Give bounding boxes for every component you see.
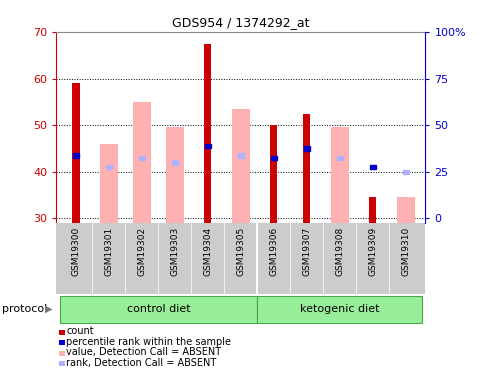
Bar [100, 144, 118, 223]
Text: GSM19301: GSM19301 [104, 226, 113, 276]
Bar [303, 114, 310, 223]
Bar [204, 44, 211, 223]
Bar [139, 156, 144, 160]
Bar [106, 165, 112, 169]
Bar [402, 170, 408, 174]
Bar [204, 144, 210, 148]
Text: GSM19305: GSM19305 [236, 226, 245, 276]
Bar [269, 125, 277, 223]
Bar [60, 296, 257, 323]
Bar [237, 153, 244, 158]
Text: GSM19308: GSM19308 [335, 226, 344, 276]
Bar [396, 198, 414, 223]
Text: GSM19309: GSM19309 [367, 226, 376, 276]
Bar [257, 296, 421, 323]
Bar [368, 198, 376, 223]
Bar [73, 153, 79, 158]
Text: ▶: ▶ [45, 304, 52, 314]
Text: GSM19304: GSM19304 [203, 226, 212, 276]
Title: GDS954 / 1374292_at: GDS954 / 1374292_at [172, 16, 309, 29]
Text: protocol: protocol [2, 304, 48, 314]
Bar [330, 128, 348, 223]
Bar [231, 109, 249, 223]
Text: rank, Detection Call = ABSENT: rank, Detection Call = ABSENT [66, 358, 216, 368]
Text: GSM19302: GSM19302 [137, 226, 146, 276]
Bar [270, 156, 276, 160]
Bar [172, 160, 178, 165]
Text: count: count [66, 326, 94, 336]
Text: GSM19300: GSM19300 [71, 226, 81, 276]
Bar [303, 146, 309, 151]
Text: GSM19306: GSM19306 [269, 226, 278, 276]
Text: control diet: control diet [126, 304, 190, 314]
Text: value, Detection Call = ABSENT: value, Detection Call = ABSENT [66, 347, 221, 357]
Text: percentile rank within the sample: percentile rank within the sample [66, 337, 231, 346]
Bar [369, 165, 375, 169]
Bar [133, 102, 151, 223]
Bar [72, 83, 80, 223]
Text: ketogenic diet: ketogenic diet [299, 304, 379, 314]
Bar [336, 156, 342, 160]
Text: GSM19310: GSM19310 [400, 226, 409, 276]
Text: GSM19303: GSM19303 [170, 226, 179, 276]
Bar [165, 128, 183, 223]
Text: GSM19307: GSM19307 [302, 226, 311, 276]
